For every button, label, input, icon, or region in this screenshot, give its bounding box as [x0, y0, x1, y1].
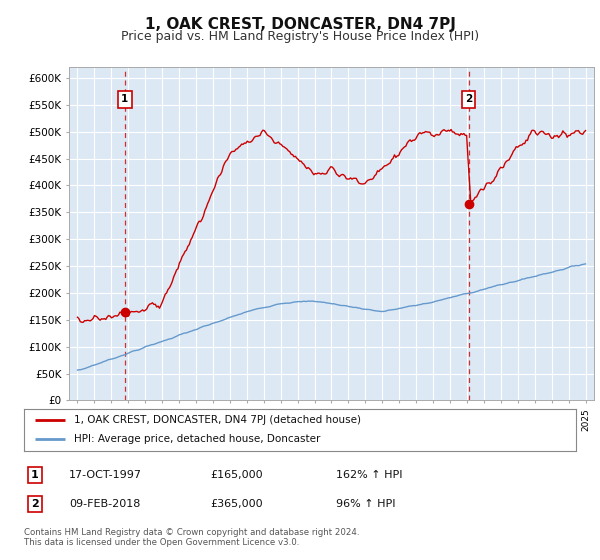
- Text: Price paid vs. HM Land Registry's House Price Index (HPI): Price paid vs. HM Land Registry's House …: [121, 30, 479, 43]
- Text: 1, OAK CREST, DONCASTER, DN4 7PJ: 1, OAK CREST, DONCASTER, DN4 7PJ: [145, 17, 455, 32]
- Text: Contains HM Land Registry data © Crown copyright and database right 2024.
This d: Contains HM Land Registry data © Crown c…: [24, 528, 359, 547]
- Text: 09-FEB-2018: 09-FEB-2018: [69, 499, 140, 509]
- Text: 17-OCT-1997: 17-OCT-1997: [69, 470, 142, 480]
- Text: 1, OAK CREST, DONCASTER, DN4 7PJ (detached house): 1, OAK CREST, DONCASTER, DN4 7PJ (detach…: [74, 415, 361, 425]
- Text: £365,000: £365,000: [210, 499, 263, 509]
- Text: HPI: Average price, detached house, Doncaster: HPI: Average price, detached house, Donc…: [74, 434, 320, 444]
- Text: 2: 2: [465, 95, 472, 105]
- Text: 1: 1: [31, 470, 38, 480]
- Text: 96% ↑ HPI: 96% ↑ HPI: [336, 499, 395, 509]
- Text: 1: 1: [121, 95, 128, 105]
- Text: £165,000: £165,000: [210, 470, 263, 480]
- Text: 162% ↑ HPI: 162% ↑ HPI: [336, 470, 403, 480]
- Text: 2: 2: [31, 499, 38, 509]
